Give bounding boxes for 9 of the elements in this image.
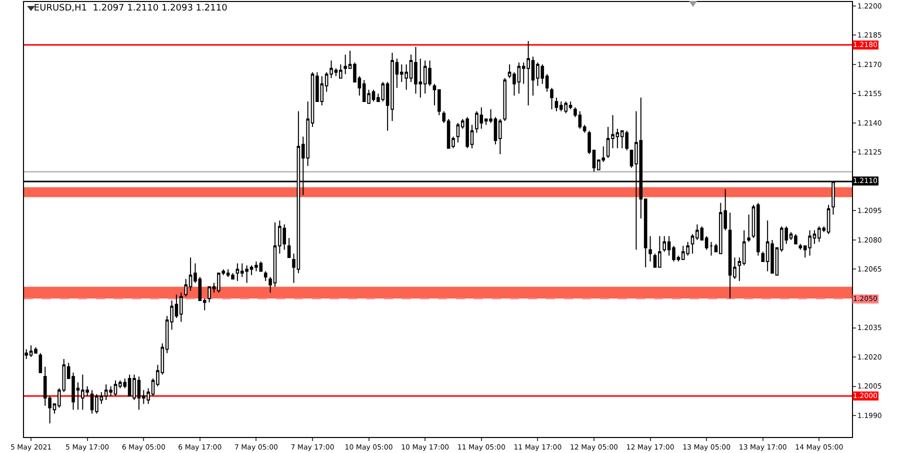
candlestick: [550, 87, 554, 110]
candlestick: [38, 352, 42, 374]
candlestick: [648, 236, 652, 262]
candlestick: [503, 78, 506, 122]
candlestick: [747, 214, 750, 242]
candlestick: [264, 270, 268, 282]
candlestick: [710, 241, 713, 256]
candlestick: [287, 238, 291, 258]
chart-title: EURUSD,H1 1.2097 1.2110 1.2093 1.2110: [34, 3, 228, 14]
